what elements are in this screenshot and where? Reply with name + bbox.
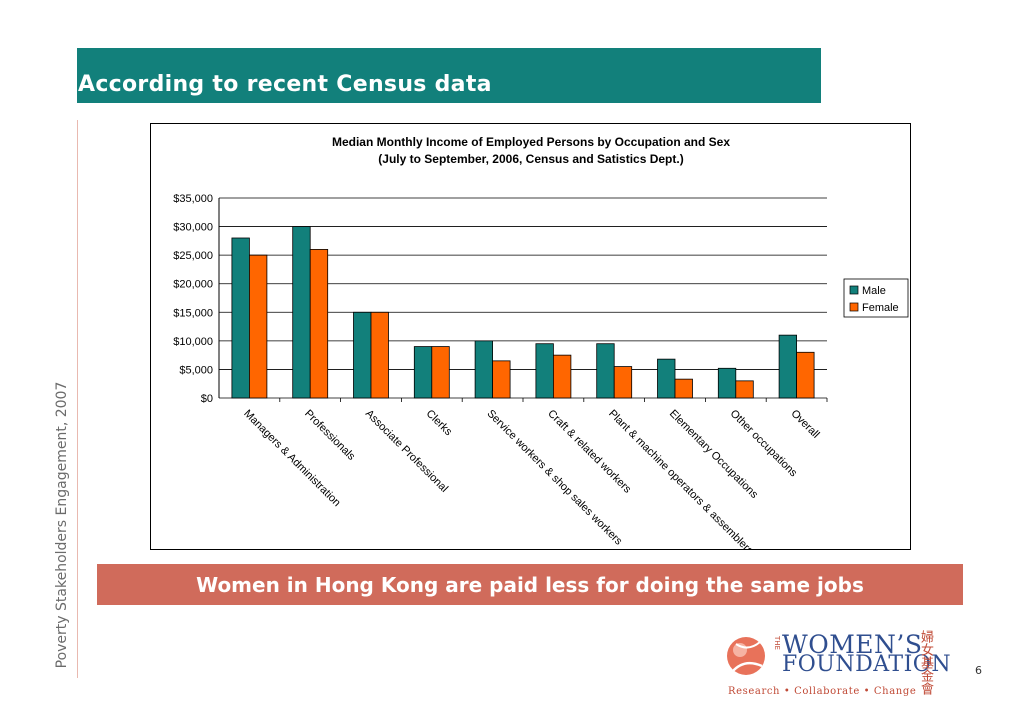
bar-female xyxy=(370,311,389,399)
bar-male xyxy=(657,358,676,399)
bar-female xyxy=(431,346,450,399)
logo-tagline: Research • Collaborate • Change xyxy=(728,686,917,697)
callout-banner: Women in Hong Kong are paid less for doi… xyxy=(97,564,963,605)
x-tick-label: Managers & Administration xyxy=(241,408,342,509)
logo-wordmark-line2: FOUNDATION xyxy=(782,652,952,677)
bar-female xyxy=(613,366,633,399)
slide-title: According to recent Census data xyxy=(78,72,492,97)
chart-subtitle: (July to September, 2006, Census and Sat… xyxy=(378,152,683,166)
legend-swatch-female xyxy=(849,302,859,312)
y-tick-label: $25,000 xyxy=(173,250,213,262)
bar-male xyxy=(231,237,250,399)
title-bar xyxy=(77,48,821,103)
x-tick-label: Professionals xyxy=(302,408,358,464)
bar-male xyxy=(292,226,311,399)
bar-male xyxy=(596,343,615,399)
callout-text: Women in Hong Kong are paid less for doi… xyxy=(196,572,864,597)
bar-male xyxy=(353,311,372,399)
y-tick-label: $30,000 xyxy=(173,222,213,234)
logo-chinese-name: 婦女基金會 xyxy=(918,630,933,695)
y-tick-label: $20,000 xyxy=(173,279,213,291)
page-number: 6 xyxy=(975,664,982,677)
x-tick-label: Overall xyxy=(788,408,821,441)
bar-male xyxy=(535,343,554,399)
logo-wordmark-line1: WOMEN’S xyxy=(782,630,923,659)
bar-female xyxy=(492,360,511,399)
x-tick-label: Other occupations xyxy=(728,408,800,480)
y-tick-label: $15,000 xyxy=(173,307,213,319)
bar-female xyxy=(309,249,329,399)
y-tick-label: $35,000 xyxy=(173,193,213,205)
chart-title: Median Monthly Income of Employed Person… xyxy=(332,135,730,149)
bar-male xyxy=(778,334,797,399)
bar-female xyxy=(552,354,572,399)
left-divider xyxy=(77,120,78,678)
womens-foundation-logo: THE WOMEN’S FOUNDATION 婦女基金會 Research • … xyxy=(724,628,954,698)
bar-male xyxy=(474,340,494,399)
plot-area: $0 $5,000 $10,000 $15,000 $20,000 $25,000 $30,… xyxy=(173,193,828,550)
legend: Male Female xyxy=(843,278,909,318)
bar-male xyxy=(717,367,737,399)
y-tick-label: $0 xyxy=(201,393,213,405)
y-tick-label: $10,000 xyxy=(173,336,213,348)
bar-male xyxy=(413,346,433,399)
bar-female xyxy=(796,351,815,399)
bar-female xyxy=(735,380,754,399)
legend-label-male: Male xyxy=(862,285,886,297)
logo-emblem-icon xyxy=(727,637,765,675)
legend-swatch-male xyxy=(849,285,859,295)
bar-female xyxy=(249,254,268,399)
side-caption: Poverty Stakeholders Engagement, 2007 xyxy=(54,381,70,669)
x-tick-label: Service workers & shop sales workers xyxy=(484,408,624,548)
logo-the: THE xyxy=(773,636,781,650)
income-bar-chart: Median Monthly Income of Employed Person… xyxy=(173,135,909,550)
x-tick-label: Clerks xyxy=(424,408,455,439)
legend-label-female: Female xyxy=(862,302,899,314)
bar-female xyxy=(674,378,693,399)
y-tick-label: $5,000 xyxy=(179,364,213,376)
